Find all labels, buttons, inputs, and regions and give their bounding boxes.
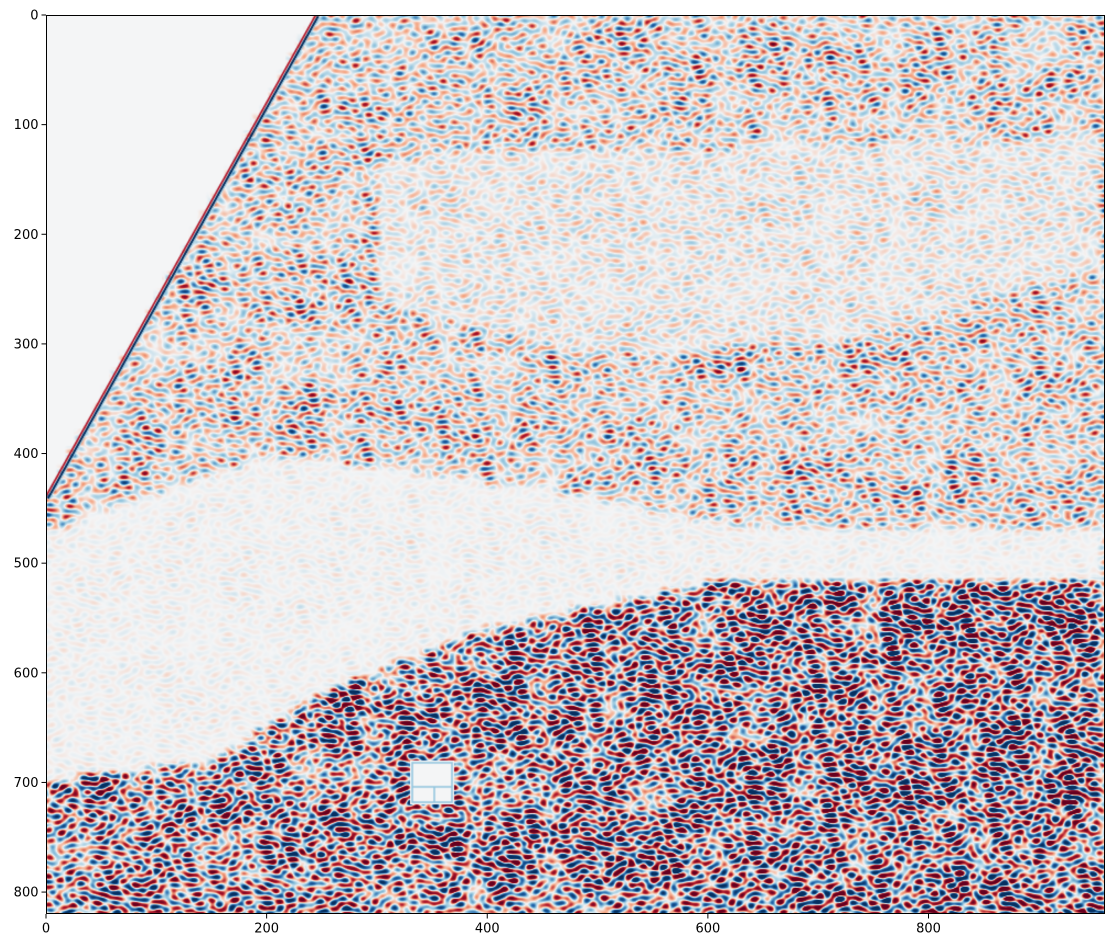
x-tick-label: 400 bbox=[475, 922, 500, 937]
y-tick-label: 400 bbox=[14, 447, 39, 462]
axes-frame bbox=[46, 15, 1105, 914]
y-tick-label: 200 bbox=[14, 228, 39, 243]
x-tick-label: 800 bbox=[916, 922, 941, 937]
plot-area bbox=[46, 15, 1105, 914]
y-tick-label: 100 bbox=[14, 118, 39, 133]
x-tick-label: 200 bbox=[254, 922, 279, 937]
x-axis: 0 200 400 600 800 bbox=[42, 914, 941, 937]
y-axis: 0 100 200 300 400 500 600 700 800 bbox=[14, 9, 46, 901]
heatmap-image bbox=[46, 15, 1105, 914]
y-tick-label: 500 bbox=[14, 557, 39, 572]
y-tick-label: 700 bbox=[14, 776, 39, 791]
y-tick-label: 800 bbox=[14, 886, 39, 901]
y-tick-label: 600 bbox=[14, 666, 39, 681]
x-tick-label: 0 bbox=[42, 922, 50, 937]
x-tick-label: 600 bbox=[695, 922, 720, 937]
y-tick-label: 0 bbox=[30, 9, 38, 24]
y-tick-label: 300 bbox=[14, 337, 39, 352]
